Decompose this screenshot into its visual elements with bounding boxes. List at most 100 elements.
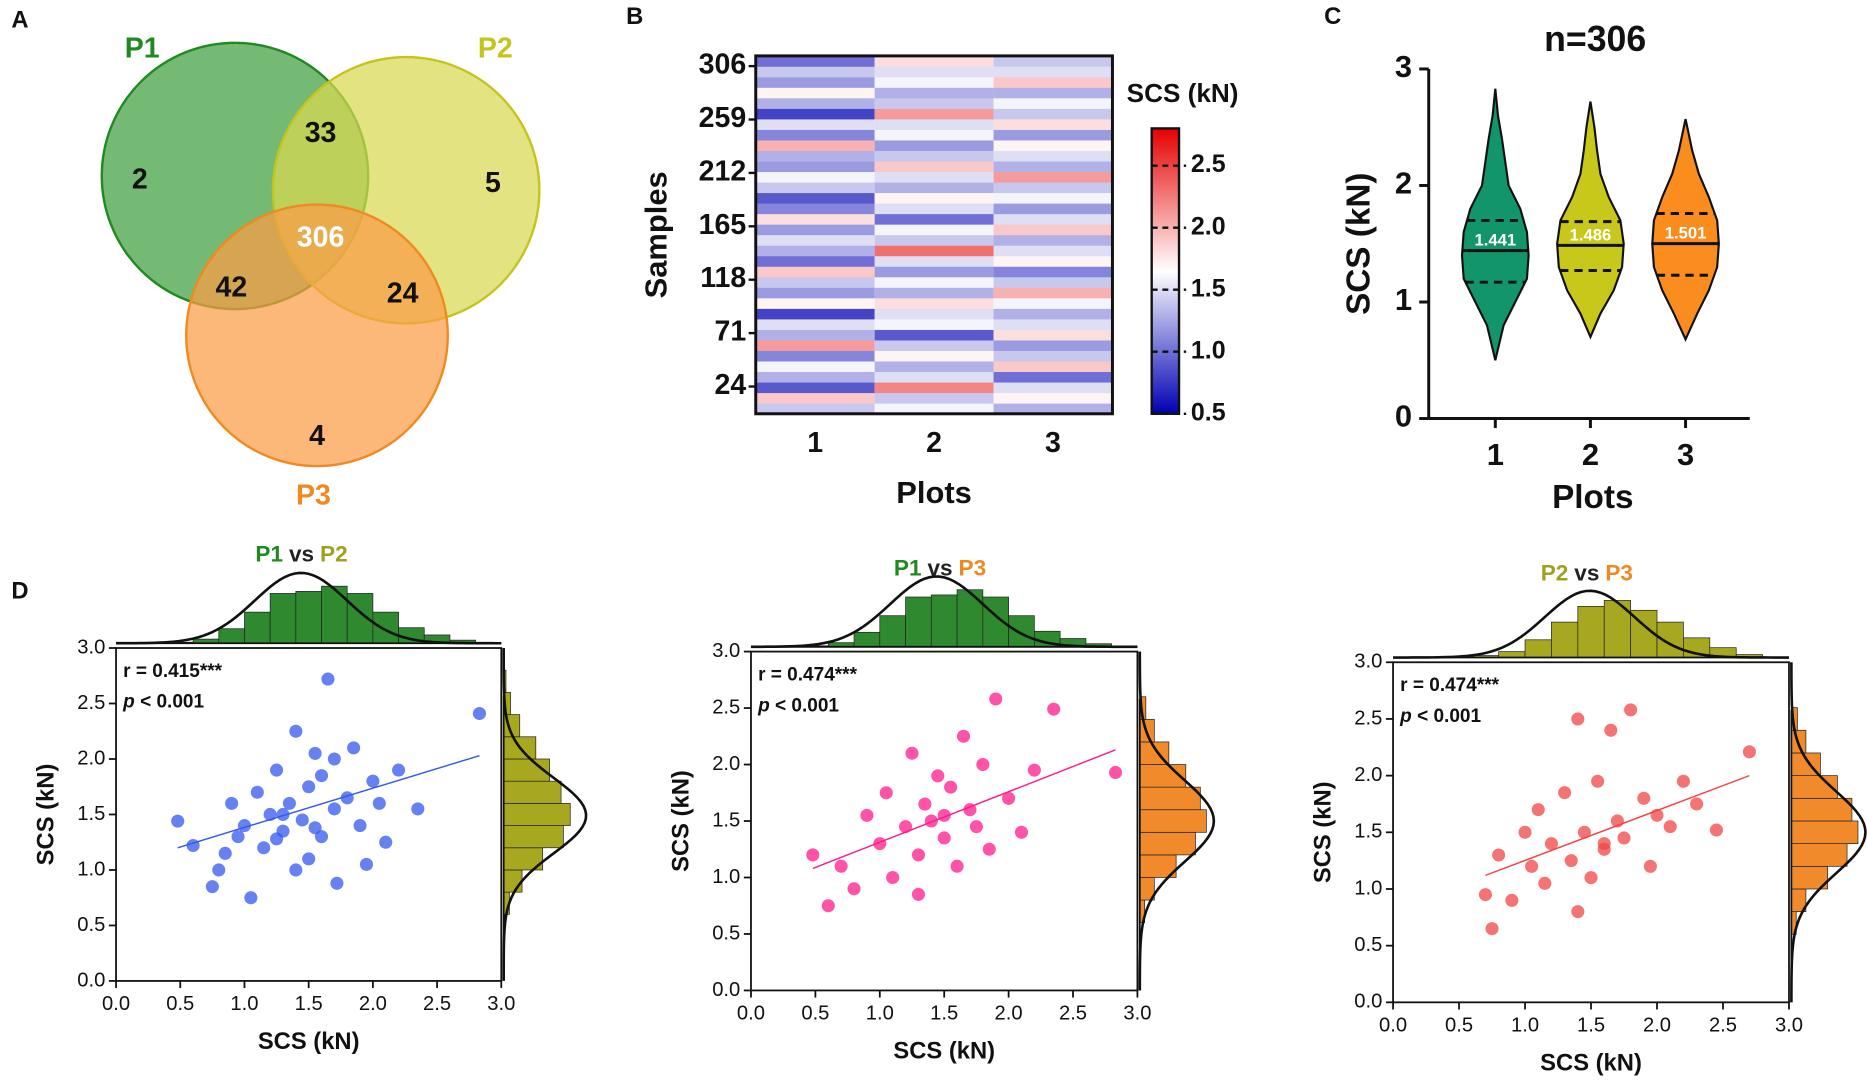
- point: [289, 724, 303, 738]
- point: [899, 820, 913, 834]
- point: [270, 832, 284, 846]
- point: [1617, 831, 1631, 845]
- x-tick-label: 0.0: [1379, 1014, 1407, 1036]
- violin: [1651, 118, 1720, 342]
- hist-bar: [1551, 621, 1579, 658]
- hist-bar: [218, 628, 245, 644]
- region-count: 2: [132, 163, 148, 195]
- heat-cell: [755, 171, 875, 183]
- violin: [1460, 88, 1530, 361]
- region-count: 33: [305, 117, 337, 149]
- point: [1505, 893, 1519, 907]
- heat-cell: [755, 392, 875, 404]
- heat-cell: [874, 108, 994, 120]
- y-tick-label: 2.5: [1354, 707, 1382, 729]
- venn-set: [185, 203, 449, 468]
- fit-line: [812, 749, 1116, 870]
- point: [289, 863, 303, 877]
- x-tick-label: 2.0: [995, 1003, 1023, 1025]
- point: [1637, 791, 1651, 805]
- hist-bar: [503, 803, 571, 826]
- x-tick-label: 2.5: [1709, 1014, 1737, 1036]
- region-count: 306: [297, 222, 345, 254]
- x-axis-label: SCS (kN): [258, 1028, 360, 1055]
- y-tick-label: 2.5: [77, 692, 105, 714]
- chart-title: P1 vs P2: [255, 541, 347, 566]
- heat-cell: [993, 266, 1113, 278]
- point: [1571, 712, 1585, 726]
- panel-label: D: [11, 577, 28, 604]
- point: [411, 802, 425, 816]
- point: [1643, 859, 1657, 873]
- x-axis-label: SCS (kN): [893, 1038, 995, 1065]
- y-tick-label: 0: [1395, 399, 1412, 434]
- x-tick-label: 3.0: [1775, 1014, 1803, 1036]
- point: [218, 846, 232, 860]
- annotation: r = 0.474***: [1400, 675, 1499, 696]
- y-tick-label: 1.5: [77, 803, 105, 825]
- point: [282, 796, 296, 810]
- heat-cell: [874, 76, 994, 88]
- heat-cell: [755, 361, 875, 373]
- normal-curve: [1790, 662, 1867, 1003]
- heat-cell: [993, 76, 1113, 88]
- title-part: vs: [289, 541, 314, 566]
- y-tick-label: 2.0: [77, 747, 105, 769]
- heat-cell: [755, 161, 875, 173]
- fit-line: [1485, 774, 1750, 877]
- annotation-p: p: [122, 692, 135, 713]
- heat-cell: [993, 171, 1113, 183]
- x-tick-label: 1: [1487, 437, 1504, 472]
- heat-cell: [993, 55, 1113, 67]
- annotation: p < 0.001: [1399, 706, 1481, 727]
- point: [918, 797, 932, 811]
- x-tick-label: 1.5: [930, 1003, 958, 1025]
- y-axis-label: SCS (kN): [32, 764, 59, 866]
- y-axis-label: SCS (kN): [1309, 781, 1336, 883]
- heat-cell: [993, 87, 1113, 99]
- annotation: r = 0.474***: [758, 664, 857, 685]
- heat-cell: [755, 350, 875, 362]
- panel-label: A: [11, 7, 28, 34]
- heat-cell: [755, 287, 875, 299]
- median-label: 1.441: [1475, 231, 1517, 250]
- x-tick-label: 2: [1582, 437, 1599, 472]
- point: [989, 692, 1003, 706]
- heat-cell: [755, 150, 875, 162]
- x-tick-label: 0.5: [166, 993, 194, 1015]
- heat-cell: [874, 234, 994, 246]
- point: [834, 859, 848, 873]
- heat-cell: [755, 182, 875, 194]
- y-tick-label: 2.0: [1354, 764, 1382, 786]
- plot-frame: [754, 54, 1114, 416]
- y-tick-label: 212: [699, 155, 747, 187]
- point: [231, 830, 245, 844]
- y-tick-label: 1.0: [1354, 877, 1382, 899]
- heat-cell: [874, 119, 994, 130]
- heat-cell: [755, 97, 875, 109]
- hist-bar: [1139, 809, 1207, 833]
- point: [1014, 825, 1029, 839]
- y-axis-label: SCS (kN): [1341, 173, 1378, 315]
- hist-bar: [1791, 820, 1859, 844]
- heat-cell: [993, 192, 1113, 204]
- title-part: P1: [894, 556, 922, 581]
- point: [1108, 765, 1123, 779]
- annotation: p < 0.001: [757, 695, 839, 716]
- heat-cell: [874, 392, 994, 404]
- heat-cell: [993, 319, 1113, 330]
- y-tick-label: 3.0: [77, 636, 105, 658]
- heat-cell: [755, 308, 875, 320]
- point: [330, 876, 344, 890]
- point: [976, 757, 990, 772]
- point: [1485, 922, 1499, 936]
- point: [347, 741, 361, 755]
- point: [1742, 745, 1756, 759]
- heat-cell: [993, 245, 1113, 257]
- colorbar-tick-label: 0.5: [1191, 398, 1226, 426]
- median-label: 1.501: [1665, 224, 1707, 243]
- y-tick-label: 1: [1395, 282, 1412, 317]
- heat-cell: [755, 403, 875, 415]
- point: [212, 863, 226, 877]
- region-count: 4: [309, 420, 325, 452]
